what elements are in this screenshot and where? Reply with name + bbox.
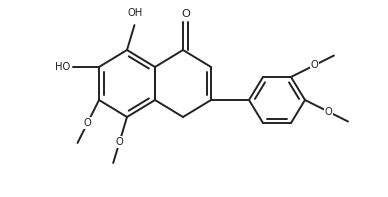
- Text: O: O: [116, 137, 123, 147]
- Text: O: O: [324, 107, 332, 117]
- Text: O: O: [83, 118, 91, 128]
- Text: OH: OH: [128, 8, 143, 18]
- Text: HO: HO: [55, 62, 70, 72]
- Text: O: O: [310, 60, 318, 70]
- Text: O: O: [181, 9, 190, 19]
